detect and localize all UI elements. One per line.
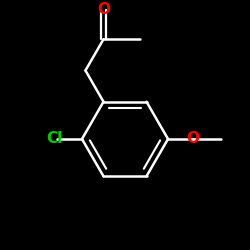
Text: O: O: [97, 2, 110, 17]
Text: O: O: [186, 132, 199, 146]
Text: Cl: Cl: [46, 132, 62, 146]
